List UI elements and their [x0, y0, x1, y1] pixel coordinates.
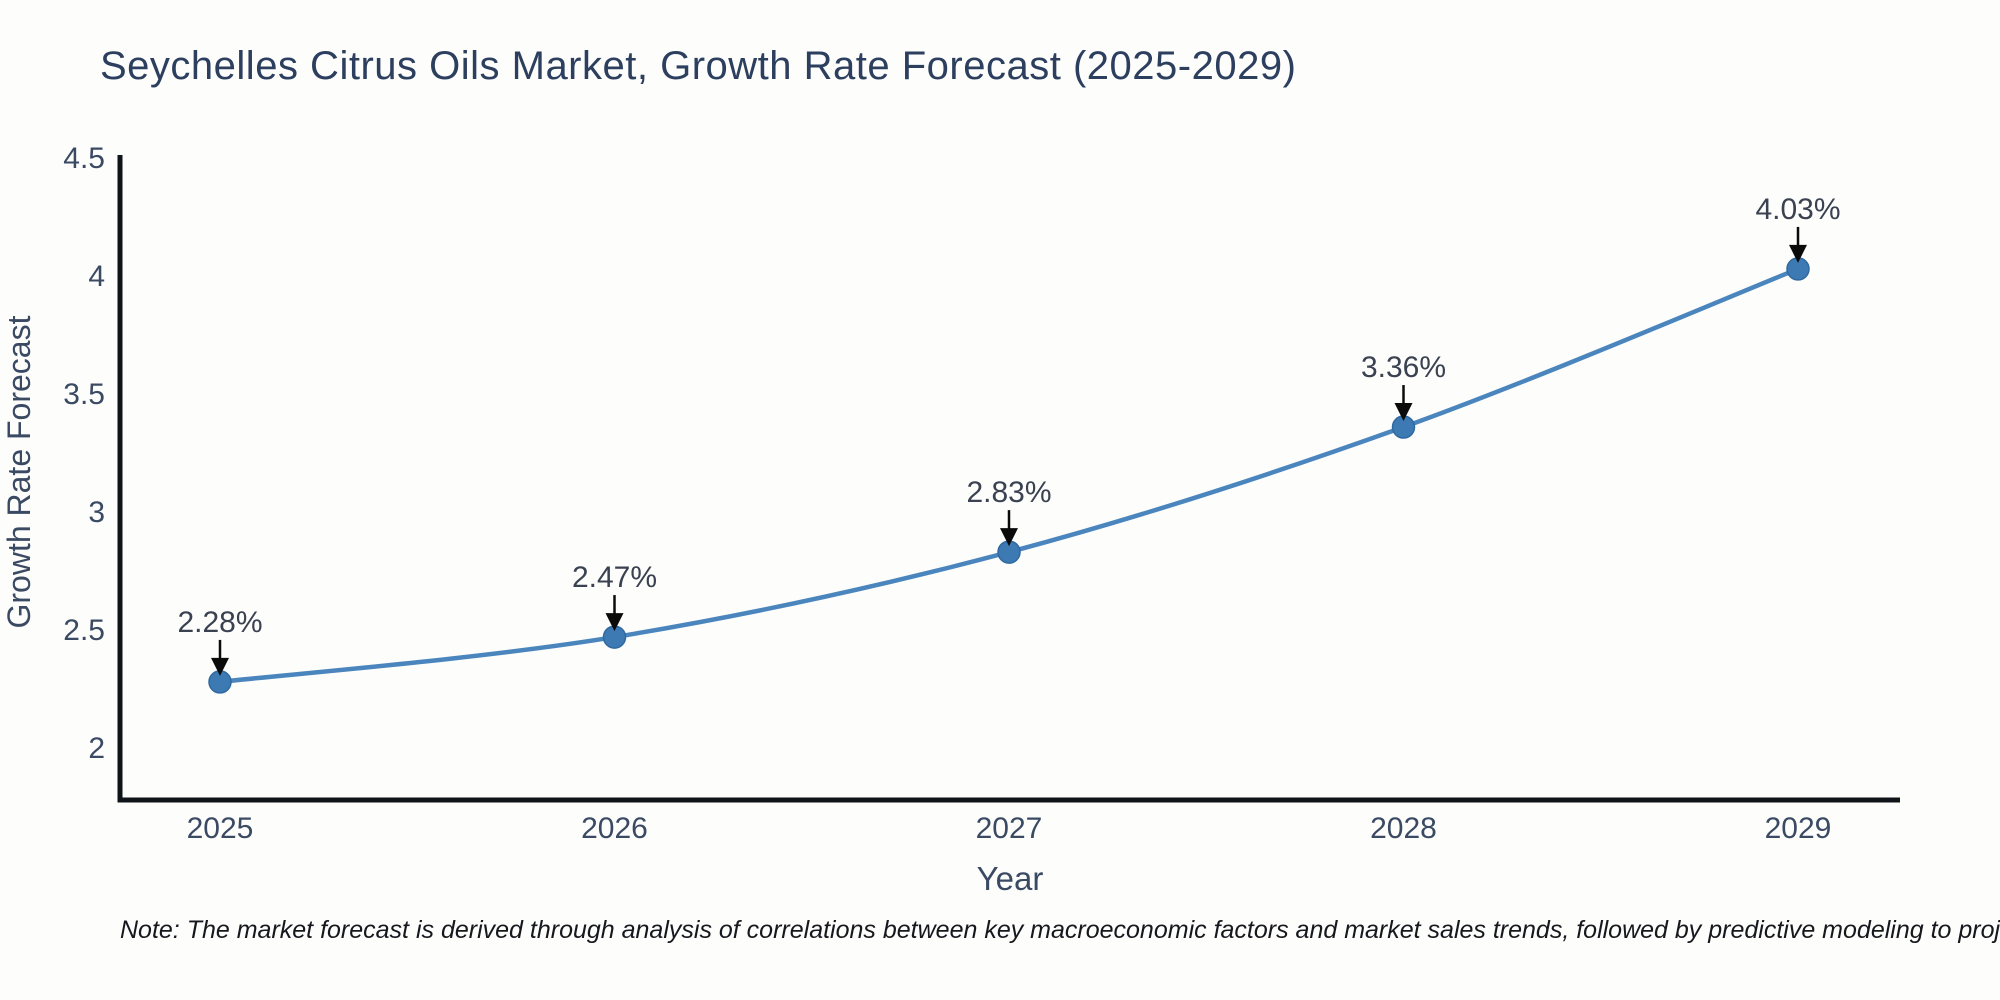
y-tick-label: 3	[88, 496, 105, 529]
y-axis-title: Growth Rate Forecast	[1, 315, 37, 628]
y-tick-label: 2.5	[63, 614, 105, 647]
y-tick-label: 4	[88, 260, 105, 293]
data-point-label: 4.03%	[1755, 193, 1840, 226]
annotation-arrowhead	[1000, 528, 1018, 547]
y-tick-label: 4.5	[63, 142, 105, 175]
x-tick-label: 2027	[976, 812, 1043, 845]
annotation-arrowhead	[211, 657, 229, 676]
annotation-arrowhead	[1394, 403, 1413, 422]
x-tick-label: 2028	[1370, 812, 1437, 845]
data-point-label: 2.83%	[966, 476, 1051, 509]
x-tick-label: 2029	[1765, 812, 1832, 845]
data-point-label: 2.28%	[177, 606, 262, 639]
x-tick-label: 2025	[187, 812, 254, 845]
y-tick-label: 3.5	[63, 378, 105, 411]
chart-footnote: Note: The market forecast is derived thr…	[120, 916, 2000, 944]
data-point-label: 3.36%	[1361, 351, 1446, 384]
data-point-label: 2.47%	[572, 561, 657, 594]
y-tick-label: 2	[88, 732, 105, 765]
annotation-arrowhead	[605, 613, 624, 632]
x-axis-title: Year	[977, 860, 1044, 897]
x-tick-label: 2026	[581, 812, 648, 845]
annotation-arrowhead	[1789, 244, 1807, 263]
chart-title: Seychelles Citrus Oils Market, Growth Ra…	[100, 44, 1297, 88]
